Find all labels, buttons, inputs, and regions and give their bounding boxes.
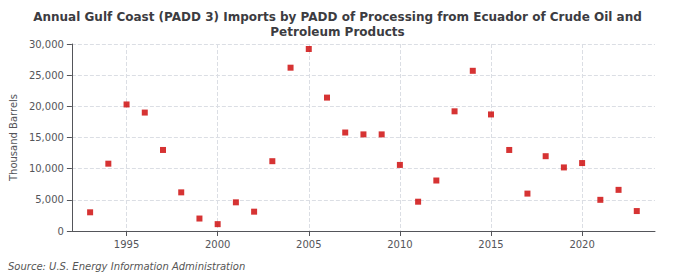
svg-text:5,000: 5,000: [35, 194, 64, 205]
svg-text:25,000: 25,000: [29, 70, 64, 81]
svg-text:2000: 2000: [205, 239, 230, 250]
svg-text:Thousand Barrels: Thousand Barrels: [8, 94, 19, 182]
svg-text:20,000: 20,000: [29, 101, 64, 112]
svg-text:Petroleum Products: Petroleum Products: [270, 25, 404, 39]
svg-text:10,000: 10,000: [29, 163, 64, 174]
svg-text:Source: U.S. Energy Informatio: Source: U.S. Energy Information Administ…: [8, 261, 245, 272]
svg-text:2010: 2010: [387, 239, 412, 250]
svg-text:2015: 2015: [478, 239, 503, 250]
svg-text:Annual Gulf Coast (PADD 3) Imp: Annual Gulf Coast (PADD 3) Imports by PA…: [33, 10, 642, 24]
svg-text:2005: 2005: [296, 239, 321, 250]
svg-text:15,000: 15,000: [29, 132, 64, 143]
svg-text:0: 0: [58, 226, 64, 237]
svg-text:30,000: 30,000: [29, 39, 64, 50]
svg-text:1995: 1995: [114, 239, 139, 250]
svg-text:2020: 2020: [569, 239, 594, 250]
